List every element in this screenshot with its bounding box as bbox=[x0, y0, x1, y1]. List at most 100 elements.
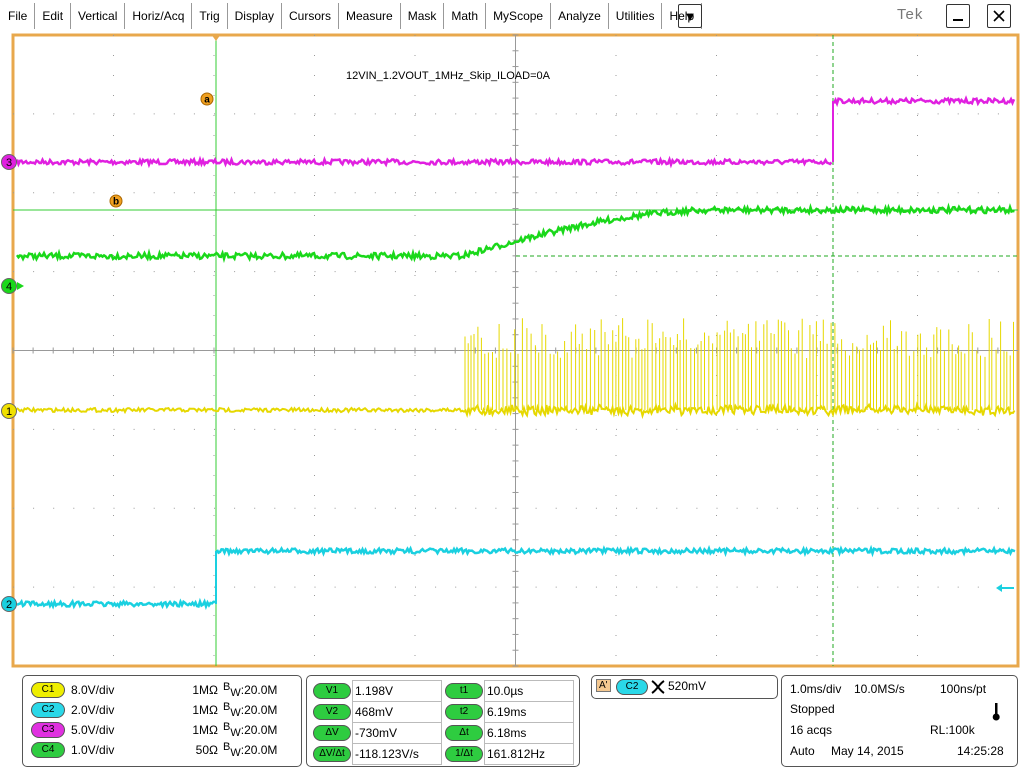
ch3-trace bbox=[832, 95, 1016, 108]
channel-badge[interactable]: C2 bbox=[31, 702, 65, 718]
slope-icon-path bbox=[651, 680, 665, 694]
cursor-badge[interactable]: ΔV/Δt bbox=[313, 746, 351, 762]
channel-row: C2 2.0V/div 1MΩ B W:20.0M bbox=[31, 700, 297, 720]
channel-row: C4 1.0V/div 50Ω B W:20.0M bbox=[31, 740, 297, 760]
cursor-value: -118.123V/s bbox=[352, 743, 442, 765]
channel-impedance: 50Ω bbox=[195, 743, 218, 757]
menu-item[interactable]: Display bbox=[228, 3, 282, 29]
cursor-badge[interactable]: t1 bbox=[445, 683, 483, 699]
cursor-marker-label: a bbox=[204, 95, 210, 106]
menu-item[interactable]: Math bbox=[444, 3, 487, 29]
bw-value: :20.0M bbox=[240, 743, 278, 757]
channel-marker bbox=[1, 596, 17, 612]
menu-item[interactable]: Trig bbox=[192, 3, 228, 29]
channel-marker-label: 2 bbox=[6, 599, 12, 611]
bw-prefix: B bbox=[223, 681, 231, 693]
channel-scale: 5.0V/div bbox=[71, 723, 115, 737]
cursor-marker bbox=[109, 194, 123, 208]
cursor-badge[interactable]: t2 bbox=[445, 704, 483, 720]
menu-item[interactable]: Utilities bbox=[609, 3, 663, 29]
channel-impedance: 1MΩ bbox=[192, 683, 218, 697]
graticule: 12VIN_1.2VOUT_1MHz_Skip_ILOAD=0Aa b 3 4 1 2 bbox=[1, 33, 1020, 668]
ch2-trace bbox=[215, 544, 1016, 558]
menu-item[interactable]: MyScope bbox=[486, 3, 552, 29]
cursor-badge[interactable]: V2 bbox=[313, 704, 351, 720]
bw-prefix: B bbox=[223, 741, 231, 753]
channel-badge[interactable]: C1 bbox=[31, 682, 65, 698]
cursor-badge[interactable]: 1/Δt bbox=[445, 746, 483, 762]
trigger-panel: A' C2 520mV bbox=[591, 675, 778, 699]
channel-marker bbox=[1, 154, 17, 170]
ch1-spikes bbox=[464, 318, 1014, 410]
ch2-trace bbox=[16, 597, 216, 611]
cursor-value: -730mV bbox=[352, 722, 442, 744]
ch4-trace bbox=[15, 202, 1015, 264]
ch3-trace bbox=[15, 155, 833, 169]
channel-marker-label: 4 bbox=[6, 281, 12, 293]
cursor-value: 6.18ms bbox=[484, 722, 574, 744]
channel-impedance: 1MΩ bbox=[192, 723, 218, 737]
sample-rate: 10.0MS/s bbox=[854, 682, 905, 696]
menu-item[interactable]: Vertical bbox=[71, 3, 126, 29]
waveform-label: 12VIN_1.2VOUT_1MHz_Skip_ILOAD=0A bbox=[346, 70, 551, 82]
channel-panel: C1 8.0V/div 1MΩ B W:20.0M C2 2.0V/div 1MΩ B W:20.… bbox=[22, 675, 302, 767]
acq-date: May 14, 2015 bbox=[831, 744, 904, 758]
acquisition-panel: 1.0ms/div 10.0MS/s 100ns/pt Stopped 16 acqs R… bbox=[781, 675, 1018, 767]
acq-count: 16 acqs bbox=[790, 723, 833, 737]
record-length: RL:100k bbox=[930, 723, 975, 737]
channel-scale: 1.0V/div bbox=[71, 743, 115, 757]
bw-prefix: B bbox=[223, 721, 231, 733]
trigger-mode: Auto bbox=[790, 744, 815, 758]
acq-time: 14:25:28 bbox=[957, 744, 1004, 758]
channel-badge[interactable]: C3 bbox=[31, 722, 65, 738]
cursor-value: 6.19ms bbox=[484, 701, 574, 723]
bw-value: :20.0M bbox=[240, 683, 278, 697]
cursor-value: 1.198V bbox=[352, 680, 442, 702]
thermo-stem bbox=[995, 703, 998, 715]
thermometer-icon bbox=[992, 703, 1000, 721]
channel-scale: 2.0V/div bbox=[71, 703, 115, 717]
cursor-value: 161.812Hz bbox=[484, 743, 574, 765]
cursor-value: 468mV bbox=[352, 701, 442, 723]
resolution: 100ns/pt bbox=[940, 682, 987, 696]
channel-marker bbox=[1, 278, 17, 294]
slope-icon bbox=[651, 680, 665, 694]
channel-badge[interactable]: C4 bbox=[31, 742, 65, 758]
channel-impedance: 1MΩ bbox=[192, 703, 218, 717]
menu-dropdown[interactable]: ▼ bbox=[678, 4, 702, 28]
channel-row: C1 8.0V/div 1MΩ B W:20.0M bbox=[31, 680, 297, 700]
minimize-button[interactable] bbox=[946, 4, 970, 28]
bw-value: :20.0M bbox=[240, 703, 278, 717]
cursor-badge[interactable]: Δt bbox=[445, 725, 483, 741]
trigger-position bbox=[211, 34, 221, 41]
menu-bar: File Edit Vertical Horiz/Acq Trig Display Curs… bbox=[0, 0, 1024, 32]
menu-item[interactable]: Edit bbox=[35, 3, 72, 29]
cursor-badge[interactable]: V1 bbox=[313, 683, 351, 699]
bw-value: :20.0M bbox=[240, 723, 278, 737]
bw-sub: W bbox=[230, 747, 241, 759]
channel-marker bbox=[1, 403, 17, 419]
menu-item[interactable]: Measure bbox=[339, 3, 401, 29]
cursor-panel: V1 1.198V t1 10.0µs V2 468mV t2 6.19ms ΔV -730mV Δ… bbox=[306, 675, 580, 767]
menu-item[interactable]: Analyze bbox=[551, 3, 609, 29]
menu-item[interactable]: Mask bbox=[401, 3, 445, 29]
trigger-level: 520mV bbox=[668, 679, 707, 693]
trigger-source: C2 bbox=[616, 679, 648, 695]
thermo-bulb bbox=[992, 713, 1000, 721]
menu-item[interactable]: File bbox=[0, 3, 36, 29]
ch1-trace bbox=[16, 401, 1016, 420]
trigger-level bbox=[996, 584, 1014, 592]
bw-sub: W bbox=[230, 707, 241, 719]
acq-state: Stopped bbox=[790, 702, 835, 716]
channel-scale: 8.0V/div bbox=[71, 683, 115, 697]
logo: Tek bbox=[897, 6, 924, 23]
cursor-badge[interactable]: ΔV bbox=[313, 725, 351, 741]
menu-item[interactable]: Horiz/Acq bbox=[125, 3, 193, 29]
bw-prefix: B bbox=[223, 701, 231, 713]
cursor-value: 10.0µs bbox=[484, 680, 574, 702]
channel-marker-label: 1 bbox=[6, 406, 12, 418]
menu-item[interactable]: Cursors bbox=[282, 3, 340, 29]
bw-sub: W bbox=[230, 687, 241, 699]
close-button[interactable] bbox=[987, 4, 1011, 28]
